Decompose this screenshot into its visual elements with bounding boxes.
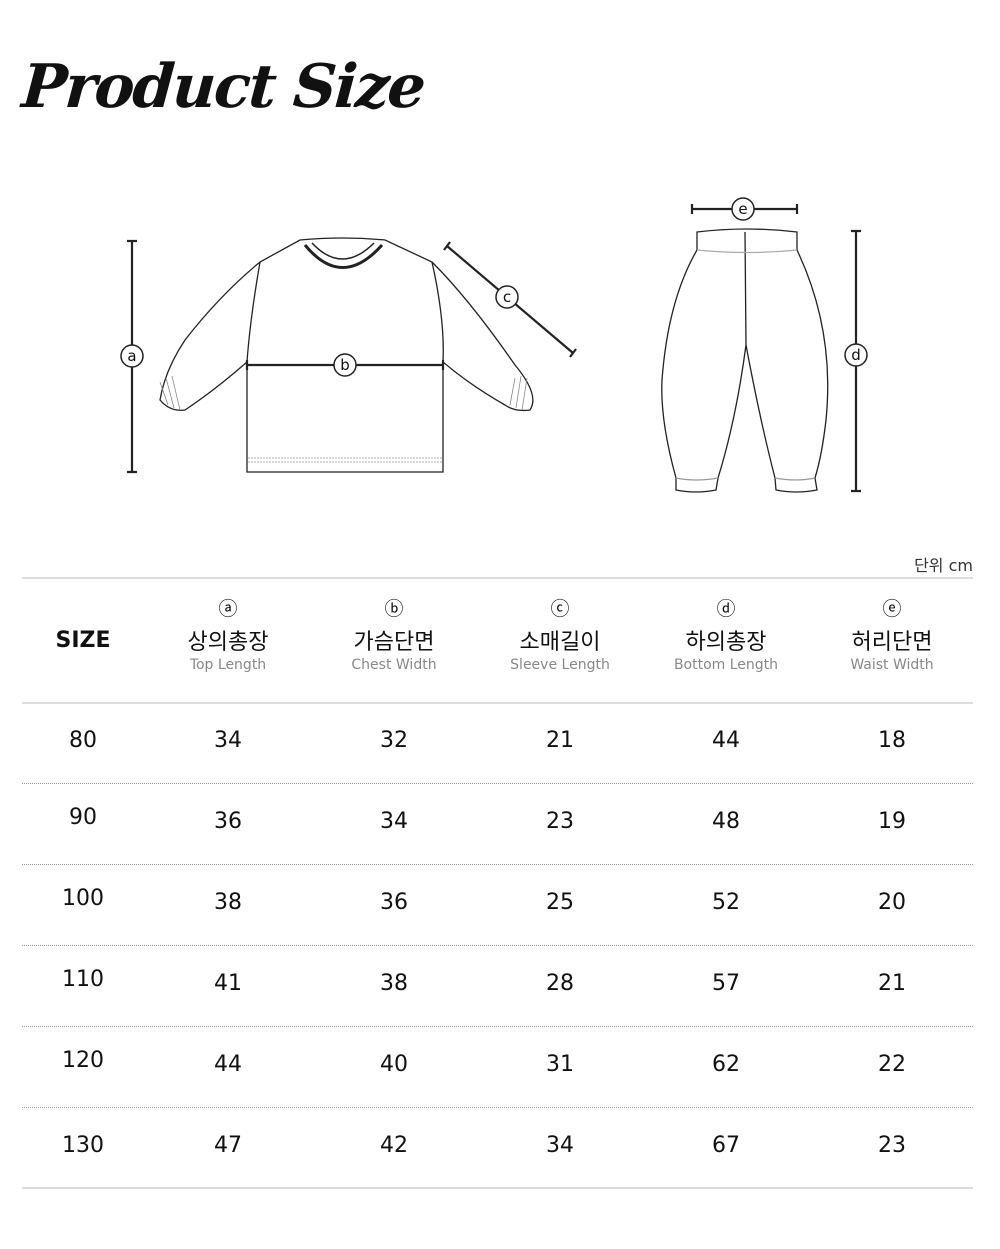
value-cell: 21 — [546, 728, 574, 753]
column-header: ⓐ 상의총장 Top Length — [145, 598, 311, 673]
column-header-en: Top Length — [189, 657, 267, 673]
column-header-ko: 소매길이 — [519, 630, 601, 655]
unit-label: 단위 cm — [914, 556, 973, 575]
column-header: ⓑ 가슴단면 Chest Width — [311, 598, 477, 673]
value-cell: 47 — [214, 1133, 242, 1158]
garment-diagram: a b c d e — [120, 197, 868, 493]
value-cell: 57 — [712, 971, 740, 996]
size-cell: 120 — [62, 1048, 104, 1073]
row-divider — [22, 864, 973, 865]
value-cell: 19 — [878, 809, 906, 834]
size-cell: 100 — [62, 886, 104, 911]
value-cell: 28 — [546, 971, 574, 996]
value-cell: 48 — [712, 809, 740, 834]
value-cell: 18 — [878, 728, 906, 753]
value-cell: 34 — [214, 728, 242, 753]
row-divider — [22, 1026, 973, 1027]
value-cell: 23 — [546, 809, 574, 834]
label-a-marker: a — [120, 344, 144, 368]
column-header-en: Chest Width — [351, 657, 437, 673]
value-cell: 34 — [546, 1133, 574, 1158]
column-header-ko: 상의총장 — [187, 630, 269, 655]
column-header-ko: 가슴단면 — [353, 630, 435, 655]
row-divider — [22, 945, 973, 946]
measure-lines — [127, 204, 861, 493]
value-cell: 23 — [878, 1133, 906, 1158]
column-header-ko: 허리단면 — [851, 630, 933, 655]
label-d-marker: d — [844, 343, 868, 367]
column-header: ⓒ 소매길이 Sleeve Length — [477, 598, 643, 673]
value-cell: 38 — [380, 971, 408, 996]
svg-text:c: c — [503, 288, 511, 306]
column-header: ⓓ 하의총장 Bottom Length — [643, 598, 809, 673]
value-cell: 34 — [380, 809, 408, 834]
column-header-en: Bottom Length — [673, 657, 779, 673]
size-header: SIZE — [55, 628, 111, 653]
pants-illustration — [661, 228, 829, 493]
column-header-mark: ⓒ — [550, 598, 570, 620]
table-top-divider — [22, 577, 973, 579]
value-cell: 36 — [214, 809, 242, 834]
svg-text:b: b — [340, 356, 350, 374]
row-divider — [22, 783, 973, 784]
svg-text:a: a — [127, 347, 136, 365]
svg-text:d: d — [851, 346, 861, 364]
label-c-marker: c — [495, 285, 519, 309]
value-cell: 44 — [214, 1052, 242, 1077]
svg-text:e: e — [738, 200, 747, 218]
table-bottom-divider — [22, 1187, 973, 1189]
value-cell: 41 — [214, 971, 242, 996]
value-cell: 38 — [214, 890, 242, 915]
value-cell: 22 — [878, 1052, 906, 1077]
column-header-mark: ⓐ — [218, 598, 238, 620]
column-header-mark: ⓑ — [384, 598, 404, 620]
column-header: ⓔ 허리단면 Waist Width — [809, 598, 975, 673]
value-cell: 20 — [878, 890, 906, 915]
column-header-mark: ⓔ — [882, 598, 902, 620]
size-cell: 90 — [69, 805, 97, 830]
value-cell: 36 — [380, 890, 408, 915]
value-cell: 40 — [380, 1052, 408, 1077]
label-e-marker: e — [731, 197, 755, 221]
value-cell: 62 — [712, 1052, 740, 1077]
value-cell: 25 — [546, 890, 574, 915]
row-divider — [22, 1107, 973, 1108]
value-cell: 52 — [712, 890, 740, 915]
size-cell: 110 — [62, 967, 104, 992]
value-cell: 44 — [712, 728, 740, 753]
column-header-ko: 하의총장 — [685, 630, 767, 655]
size-cell: 80 — [69, 728, 97, 753]
column-header-en: Sleeve Length — [510, 657, 610, 673]
sweatshirt-illustration — [159, 237, 534, 473]
size-cell: 130 — [62, 1133, 104, 1158]
column-header-en: Waist Width — [850, 657, 934, 673]
value-cell: 21 — [878, 971, 906, 996]
value-cell: 31 — [546, 1052, 574, 1077]
value-cell: 42 — [380, 1133, 408, 1158]
value-cell: 32 — [380, 728, 408, 753]
header-divider — [22, 702, 973, 704]
value-cell: 67 — [712, 1133, 740, 1158]
column-header-mark: ⓓ — [716, 598, 736, 620]
label-b-marker: b — [333, 353, 357, 377]
